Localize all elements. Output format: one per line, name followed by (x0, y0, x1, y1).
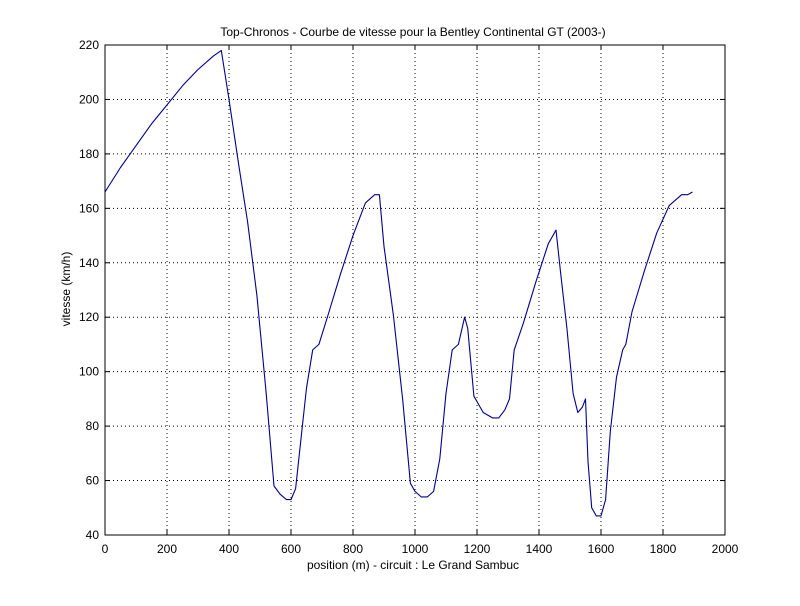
x-tick-label: 0 (102, 542, 109, 556)
x-tick-label: 1600 (588, 542, 615, 556)
x-tick-label: 1000 (402, 542, 429, 556)
y-tick-label: 60 (86, 474, 100, 488)
x-tick-label: 1400 (526, 542, 553, 556)
x-tick-label: 800 (343, 542, 363, 556)
y-tick-label: 180 (79, 147, 99, 161)
x-tick-label: 400 (219, 542, 239, 556)
y-tick-label: 100 (79, 365, 99, 379)
y-axis-label: vitesse (km/h) (59, 252, 73, 327)
y-tick-label: 200 (79, 92, 99, 106)
axis-ticks: 0 200 400 600 800 1000 1200 1400 1600 1800 2000 40 6… (79, 38, 739, 556)
x-axis-label: position (m) - circuit : Le Grand Sambuc (307, 558, 519, 572)
x-tick-label: 200 (157, 542, 177, 556)
series-layer (104, 49, 693, 517)
y-tick-label: 40 (86, 528, 100, 542)
speed-series-line (104, 49, 693, 517)
y-tick-label: 80 (86, 419, 100, 433)
y-tick-label: 160 (79, 201, 99, 215)
y-tick-label: 220 (79, 38, 99, 52)
x-tick-label: 600 (281, 542, 301, 556)
x-tick-label: 2000 (712, 542, 739, 556)
chart-title: Top-Chronos - Courbe de vitesse pour la … (220, 25, 605, 39)
y-tick-label: 140 (79, 256, 99, 270)
y-tick-label: 120 (79, 310, 99, 324)
x-tick-label: 1200 (464, 542, 491, 556)
x-tick-label: 1800 (650, 542, 677, 556)
grid-lines (105, 45, 725, 535)
